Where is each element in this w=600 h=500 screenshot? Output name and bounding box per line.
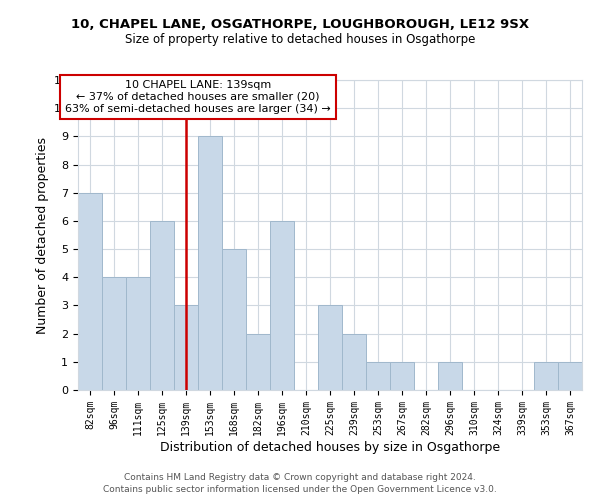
Bar bbox=[558, 362, 582, 390]
Bar bbox=[150, 221, 174, 390]
Bar bbox=[102, 278, 126, 390]
Bar bbox=[390, 362, 414, 390]
Text: 10 CHAPEL LANE: 139sqm
← 37% of detached houses are smaller (20)
63% of semi-det: 10 CHAPEL LANE: 139sqm ← 37% of detached… bbox=[65, 80, 331, 114]
Bar bbox=[174, 306, 198, 390]
Text: Contains HM Land Registry data © Crown copyright and database right 2024.
Contai: Contains HM Land Registry data © Crown c… bbox=[103, 472, 497, 494]
Text: 10, CHAPEL LANE, OSGATHORPE, LOUGHBOROUGH, LE12 9SX: 10, CHAPEL LANE, OSGATHORPE, LOUGHBOROUG… bbox=[71, 18, 529, 30]
Bar bbox=[366, 362, 390, 390]
Bar bbox=[270, 221, 294, 390]
Bar bbox=[534, 362, 558, 390]
Bar bbox=[222, 249, 246, 390]
X-axis label: Distribution of detached houses by size in Osgathorpe: Distribution of detached houses by size … bbox=[160, 440, 500, 454]
Bar bbox=[246, 334, 270, 390]
Bar bbox=[126, 278, 150, 390]
Y-axis label: Number of detached properties: Number of detached properties bbox=[36, 136, 49, 334]
Bar bbox=[438, 362, 462, 390]
Bar bbox=[342, 334, 366, 390]
Bar bbox=[318, 306, 342, 390]
Bar bbox=[78, 192, 102, 390]
Text: Size of property relative to detached houses in Osgathorpe: Size of property relative to detached ho… bbox=[125, 32, 475, 46]
Bar bbox=[198, 136, 222, 390]
